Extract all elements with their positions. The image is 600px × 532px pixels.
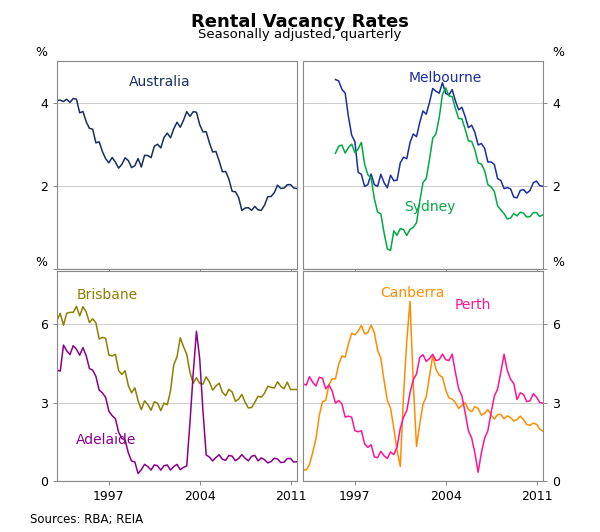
Text: Melbourne: Melbourne	[409, 71, 482, 85]
Text: Canberra: Canberra	[380, 286, 444, 300]
Text: %: %	[553, 46, 565, 59]
Text: %: %	[35, 256, 47, 269]
Text: Brisbane: Brisbane	[76, 288, 137, 302]
Text: Australia: Australia	[129, 75, 191, 89]
Text: Sources: RBA; REIA: Sources: RBA; REIA	[30, 513, 143, 526]
Text: Rental Vacancy Rates: Rental Vacancy Rates	[191, 13, 409, 31]
Text: Perth: Perth	[454, 298, 491, 312]
Text: %: %	[35, 46, 47, 59]
Text: Sydney: Sydney	[404, 200, 455, 213]
Text: Adelaide: Adelaide	[76, 433, 137, 447]
Text: %: %	[553, 256, 565, 269]
Text: Seasonally adjusted, quarterly: Seasonally adjusted, quarterly	[199, 28, 401, 40]
